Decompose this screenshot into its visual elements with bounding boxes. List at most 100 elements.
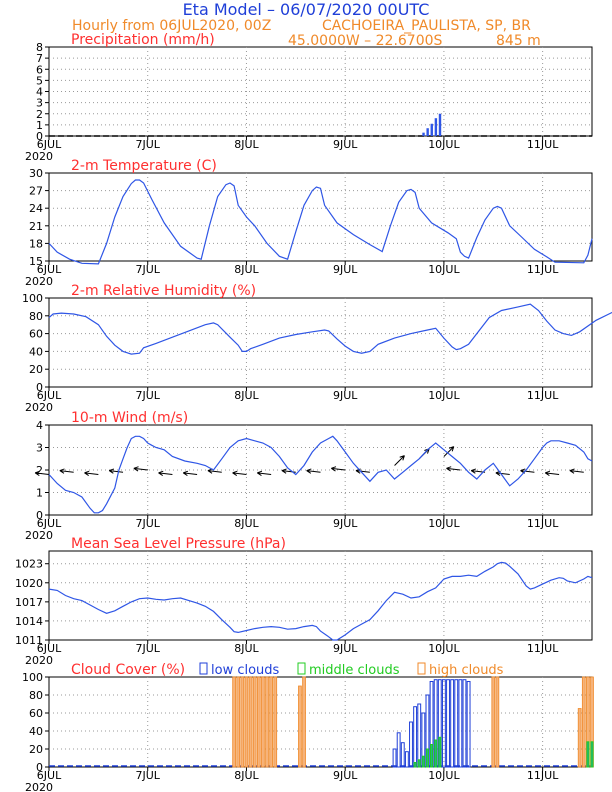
middle-cloud-bar: [586, 741, 590, 768]
high-cloud-bar: [244, 676, 249, 768]
wind-arrow: [446, 466, 461, 472]
x-tick-label: 9JUL: [333, 517, 358, 530]
wind-arrow: [495, 470, 510, 476]
wind-arrow: [520, 468, 535, 474]
coords-label: 45.0000W – 22.6700S: [288, 33, 443, 49]
x-year-label: 2020: [25, 781, 53, 792]
temp-panel: 15 18 21 24 27 30 6JUL 7JUL 8JUL 9JUL 10JUL 11JUL 20…: [25, 158, 593, 288]
low-cloud-bar: [466, 681, 471, 768]
x-tick-label: 9JUL: [333, 769, 358, 782]
low-cloud-bar: [409, 721, 413, 768]
middle-cloud-bar: [430, 744, 434, 768]
y-tick-label: 30: [29, 167, 43, 180]
low-cloud-bar: [400, 742, 405, 768]
low-cloud-bar: [396, 732, 401, 768]
middle-cloud-bar: [590, 741, 594, 768]
x-tick-label: 11JUL: [527, 769, 559, 782]
legend-low-swatch: [199, 662, 208, 675]
y-tick-label: 18: [29, 237, 43, 250]
high-cloud-bar: [269, 676, 273, 768]
y-tick-label: 27: [29, 185, 43, 198]
low-cloud-bar: [462, 679, 467, 768]
chart-title: Eta Model – 06/07/2020 00UTC: [183, 0, 430, 19]
low-cloud-bar: [417, 703, 422, 768]
precip-bar: [438, 113, 442, 136]
x-year-label: 2020: [25, 275, 53, 288]
low-cloud-bar: [413, 706, 418, 768]
high-cloud-bar: [232, 676, 236, 768]
high-cloud-bar: [256, 676, 261, 768]
wind-arrow: [232, 470, 247, 476]
wind-arrow: [207, 468, 222, 474]
x-tick-label: 11JUL: [527, 642, 559, 655]
high-cloud-bar: [302, 676, 306, 768]
low-cloud-bar: [404, 751, 409, 768]
x-year-label: 2020: [25, 150, 53, 163]
high-cloud-bar: [577, 708, 582, 768]
x-tick-label: 6JUL: [37, 517, 62, 530]
legend-middle-label: middle clouds: [309, 663, 400, 678]
y-tick-label: 100: [22, 292, 43, 305]
location-label: CACHOEIRA_PAULISTA, SP, BR: [322, 18, 531, 34]
y-tick-label: 3: [36, 442, 43, 455]
wind-arrow: [158, 470, 173, 476]
x-tick-label: 10JUL: [428, 517, 460, 530]
y-tick-label: 0: [36, 130, 43, 143]
low-cloud-bar: [392, 748, 397, 768]
x-year-label: 2020: [25, 654, 53, 667]
high-cloud-bar: [261, 676, 265, 768]
wind-arrow: [84, 470, 99, 476]
x-tick-label: 6JUL: [37, 769, 62, 782]
y-tick-label: 0: [36, 761, 43, 774]
low-cloud-bar: [454, 679, 459, 768]
x-tick-label: 9JUL: [333, 263, 358, 276]
middle-cloud-bar: [425, 748, 429, 768]
middle-cloud-bar: [413, 762, 417, 768]
y-tick-label: 1020: [15, 577, 43, 590]
wind-arrow: [443, 446, 455, 457]
x-year-label: 2020: [25, 529, 53, 542]
y-tick-label: 80: [29, 310, 43, 323]
x-tick-label: 6JUL: [37, 138, 62, 151]
y-tick-label: 15: [29, 255, 43, 268]
wind-frame: [48, 424, 593, 516]
mslp-series-line: [48, 561, 593, 641]
x-tick-label: 7JUL: [136, 389, 161, 402]
wind-arrow: [355, 468, 370, 474]
y-tick-label: 40: [29, 725, 43, 738]
y-tick-label: 1: [36, 487, 43, 500]
x-tick-label: 6JUL: [37, 642, 62, 655]
middle-cloud-bar: [434, 739, 438, 768]
x-tick-label: 8JUL: [234, 138, 259, 151]
high-cloud-bar: [252, 676, 257, 768]
wind-arrow: [182, 470, 198, 476]
wind-arrow: [34, 470, 50, 476]
y-tick-label: 7: [36, 52, 43, 65]
x-tick-label: 7JUL: [136, 769, 161, 782]
temp-title: 2-m Temperature (C): [71, 158, 217, 174]
y-tick-label: 8: [36, 41, 43, 54]
x-tick-label: 8JUL: [234, 517, 259, 530]
x-tick-label: 11JUL: [527, 389, 559, 402]
cloud-title: Cloud Cover (%): [71, 662, 185, 678]
high-cloud-bar: [248, 676, 253, 768]
high-cloud-bar: [240, 676, 245, 768]
x-tick-label: 10JUL: [428, 769, 460, 782]
middle-cloud-bar: [438, 736, 442, 768]
precip-bar: [426, 128, 429, 136]
high-cloud-bar: [265, 676, 269, 768]
temp-frame: [48, 172, 593, 262]
x-tick-label: 7JUL: [136, 517, 161, 530]
x-tick-label: 10JUL: [428, 642, 460, 655]
y-tick-label: 6: [36, 63, 43, 76]
y-tick-label: 40: [29, 345, 43, 358]
mslp-panel: 1011 1014 1017 1020 1023 6JUL 7JUL 8JUL 9JUL 10JU…: [15, 536, 593, 667]
y-tick-label: 4: [36, 419, 43, 432]
y-tick-label: 2: [36, 108, 43, 121]
wind-arrow: [544, 470, 560, 476]
low-cloud-bar: [446, 679, 450, 768]
y-tick-label: 1017: [15, 596, 43, 609]
